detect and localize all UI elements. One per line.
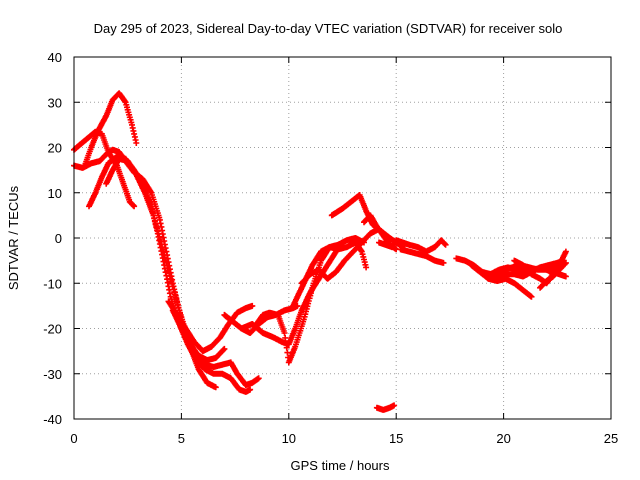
x-tick-label: 15: [389, 431, 403, 446]
series-track-16: [397, 246, 447, 266]
x-tick-label: 25: [604, 431, 618, 446]
plot-border: [73, 56, 612, 420]
y-tick-label: 0: [55, 231, 62, 246]
y-tick-label: -40: [43, 412, 62, 427]
y-tick-label: 30: [48, 95, 62, 110]
y-tick-label: 40: [48, 50, 62, 65]
y-tick-label: -30: [43, 367, 62, 382]
x-tick-label: 10: [282, 431, 296, 446]
x-tick-label: 5: [178, 431, 185, 446]
series-track-23: [537, 259, 569, 291]
x-tick-label: 0: [70, 431, 77, 446]
x-tick-label: 20: [496, 431, 510, 446]
x-axis-tick-labels: 0 5 10 15 20 25: [70, 431, 618, 446]
series-track-7: [169, 307, 228, 364]
data-markers: [298, 225, 382, 287]
y-axis-label: SDTVAR / TECUs: [6, 185, 21, 290]
y-tick-label: -10: [43, 276, 62, 291]
data-markers: [169, 307, 228, 364]
series-track-12: [298, 225, 382, 287]
grid: [74, 57, 611, 419]
x-axis-label: GPS time / hours: [291, 458, 390, 473]
data-markers: [373, 402, 398, 413]
y-tick-label: 20: [48, 141, 62, 156]
series-track-17: [373, 402, 398, 413]
data-markers: [376, 237, 449, 255]
y-tick-label: 10: [48, 186, 62, 201]
data-points: [71, 90, 569, 413]
y-axis-tick-labels: -40 -30 -20 -10 0 10 20 30 40: [43, 50, 62, 427]
series-track-15: [376, 237, 449, 255]
y-tick-label: -20: [43, 322, 62, 337]
data-markers: [537, 259, 569, 291]
data-markers: [397, 246, 447, 266]
chart-title: Day 295 of 2023, Sidereal Day-to-day VTE…: [94, 21, 563, 36]
